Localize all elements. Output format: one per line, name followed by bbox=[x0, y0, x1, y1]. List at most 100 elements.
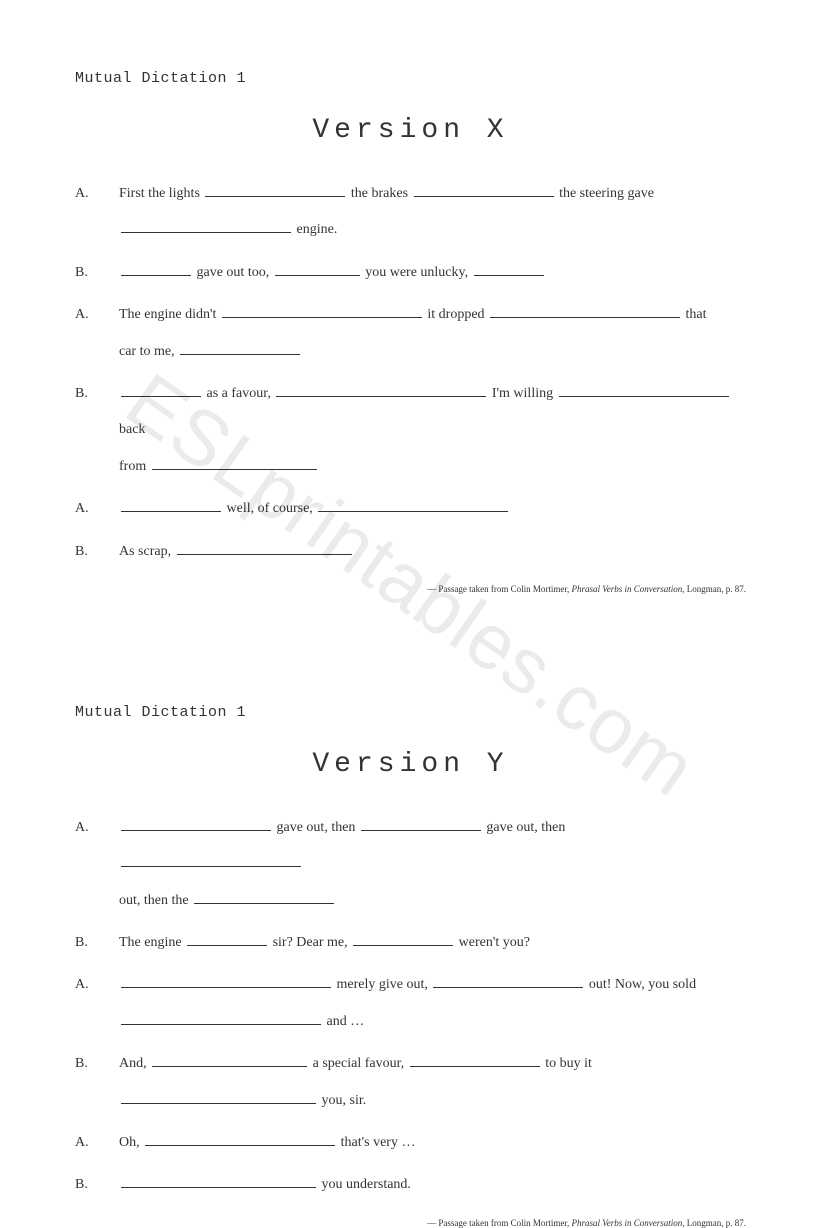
section-header: Mutual Dictation 1 bbox=[75, 704, 746, 721]
fill-blank[interactable] bbox=[145, 1133, 335, 1146]
fill-blank[interactable] bbox=[194, 891, 334, 904]
fill-blank[interactable] bbox=[121, 1091, 316, 1104]
line-text: back bbox=[119, 422, 145, 437]
line-body: As scrap, bbox=[119, 534, 746, 570]
line-text: First the lights bbox=[119, 186, 203, 201]
fill-blank[interactable] bbox=[205, 184, 345, 197]
speaker-label: B. bbox=[75, 376, 119, 412]
speaker-label: A. bbox=[75, 176, 119, 212]
dictation-line: A.The engine didn't it dropped that car t… bbox=[75, 297, 746, 370]
fill-blank[interactable] bbox=[222, 306, 422, 319]
line-text: gave out, then bbox=[483, 820, 565, 835]
line-text: The engine bbox=[119, 935, 185, 950]
citation-suffix: , Longman, p. 87. bbox=[682, 584, 746, 594]
line-body: gave out, then gave out, then out, then … bbox=[119, 810, 746, 919]
line-text: I'm willing bbox=[488, 386, 556, 401]
speaker-label: A. bbox=[75, 967, 119, 1003]
line-text: you were unlucky, bbox=[362, 265, 472, 280]
fill-blank[interactable] bbox=[490, 306, 680, 319]
fill-blank[interactable] bbox=[414, 184, 554, 197]
fill-blank[interactable] bbox=[121, 384, 201, 397]
version-title: Version X bbox=[75, 115, 746, 146]
line-text: engine. bbox=[293, 222, 337, 237]
line-text: the brakes bbox=[347, 186, 411, 201]
line-text: from bbox=[119, 459, 150, 474]
fill-blank[interactable] bbox=[361, 818, 481, 831]
fill-blank[interactable] bbox=[121, 818, 271, 831]
fill-blank[interactable] bbox=[121, 263, 191, 276]
fill-blank[interactable] bbox=[177, 542, 352, 555]
dictation-line: A. merely give out, out! Now, you sold a… bbox=[75, 967, 746, 1040]
dictation-line: A.Oh, that's very … bbox=[75, 1125, 746, 1161]
line-body: The engine sir? Dear me, weren't you? bbox=[119, 925, 746, 961]
section-spacer bbox=[75, 594, 746, 704]
lines-container: A.First the lights the brakes the steeri… bbox=[75, 176, 746, 570]
line-body: as a favour, I'm willing back from bbox=[119, 376, 746, 485]
line-text: as a favour, bbox=[203, 386, 274, 401]
fill-blank[interactable] bbox=[121, 1176, 316, 1189]
fill-blank[interactable] bbox=[559, 384, 729, 397]
fill-blank[interactable] bbox=[121, 221, 291, 234]
speaker-label: A. bbox=[75, 810, 119, 846]
fill-blank[interactable] bbox=[410, 1055, 540, 1068]
speaker-label: B. bbox=[75, 534, 119, 570]
dictation-line: A. well, of course, bbox=[75, 491, 746, 527]
fill-blank[interactable] bbox=[121, 500, 221, 513]
line-text: weren't you? bbox=[455, 935, 530, 950]
citation-prefix: — Passage taken from Colin Mortimer, bbox=[427, 1218, 571, 1228]
line-text: gave out, then bbox=[273, 820, 359, 835]
dictation-line: B.And, a special favour, to buy it you, … bbox=[75, 1046, 746, 1119]
speaker-label: B. bbox=[75, 925, 119, 961]
dictation-line: B. you understand. bbox=[75, 1167, 746, 1203]
dictation-line: B. as a favour, I'm willing back from bbox=[75, 376, 746, 485]
citation: — Passage taken from Colin Mortimer, Phr… bbox=[75, 584, 746, 594]
citation: — Passage taken from Colin Mortimer, Phr… bbox=[75, 1218, 746, 1228]
lines-container: A. gave out, then gave out, then out, th… bbox=[75, 810, 746, 1204]
line-body: well, of course, bbox=[119, 491, 746, 527]
section-header: Mutual Dictation 1 bbox=[75, 70, 746, 87]
fill-blank[interactable] bbox=[275, 263, 360, 276]
line-text: out, then the bbox=[119, 893, 192, 908]
line-text: it dropped bbox=[424, 307, 488, 322]
line-text: and … bbox=[323, 1014, 364, 1029]
line-text: gave out too, bbox=[193, 265, 273, 280]
line-body: you understand. bbox=[119, 1167, 746, 1203]
version-title: Version Y bbox=[75, 749, 746, 780]
line-text: The engine didn't bbox=[119, 307, 220, 322]
fill-blank[interactable] bbox=[433, 976, 583, 989]
line-text: car to me, bbox=[119, 344, 178, 359]
line-body: First the lights the brakes the steering… bbox=[119, 176, 746, 249]
speaker-label: A. bbox=[75, 491, 119, 527]
line-text: a special favour, bbox=[309, 1056, 408, 1071]
line-body: The engine didn't it dropped that car to … bbox=[119, 297, 746, 370]
fill-blank[interactable] bbox=[353, 933, 453, 946]
fill-blank[interactable] bbox=[152, 1055, 307, 1068]
fill-blank[interactable] bbox=[121, 976, 331, 989]
fill-blank[interactable] bbox=[121, 855, 301, 868]
dictation-line: B. gave out too, you were unlucky, bbox=[75, 255, 746, 291]
speaker-label: B. bbox=[75, 1167, 119, 1203]
speaker-label: B. bbox=[75, 255, 119, 291]
line-text: As scrap, bbox=[119, 544, 175, 559]
line-text: merely give out, bbox=[333, 977, 431, 992]
line-text: to buy it bbox=[542, 1056, 592, 1071]
line-text: you understand. bbox=[318, 1177, 411, 1192]
line-text: that bbox=[682, 307, 707, 322]
line-body: merely give out, out! Now, you sold and … bbox=[119, 967, 746, 1040]
line-text: that's very … bbox=[337, 1135, 415, 1150]
fill-blank[interactable] bbox=[276, 384, 486, 397]
fill-blank[interactable] bbox=[474, 263, 544, 276]
fill-blank[interactable] bbox=[121, 1012, 321, 1025]
speaker-label: A. bbox=[75, 297, 119, 333]
line-text: the steering gave bbox=[556, 186, 654, 201]
fill-blank[interactable] bbox=[318, 500, 508, 513]
fill-blank[interactable] bbox=[180, 342, 300, 355]
line-text: Oh, bbox=[119, 1135, 143, 1150]
citation-title: Phrasal Verbs in Conversation bbox=[571, 1218, 682, 1228]
line-text: sir? Dear me, bbox=[269, 935, 351, 950]
fill-blank[interactable] bbox=[152, 457, 317, 470]
line-body: And, a special favour, to buy it you, si… bbox=[119, 1046, 746, 1119]
fill-blank[interactable] bbox=[187, 933, 267, 946]
line-text: well, of course, bbox=[223, 501, 316, 516]
citation-title: Phrasal Verbs in Conversation bbox=[571, 584, 682, 594]
